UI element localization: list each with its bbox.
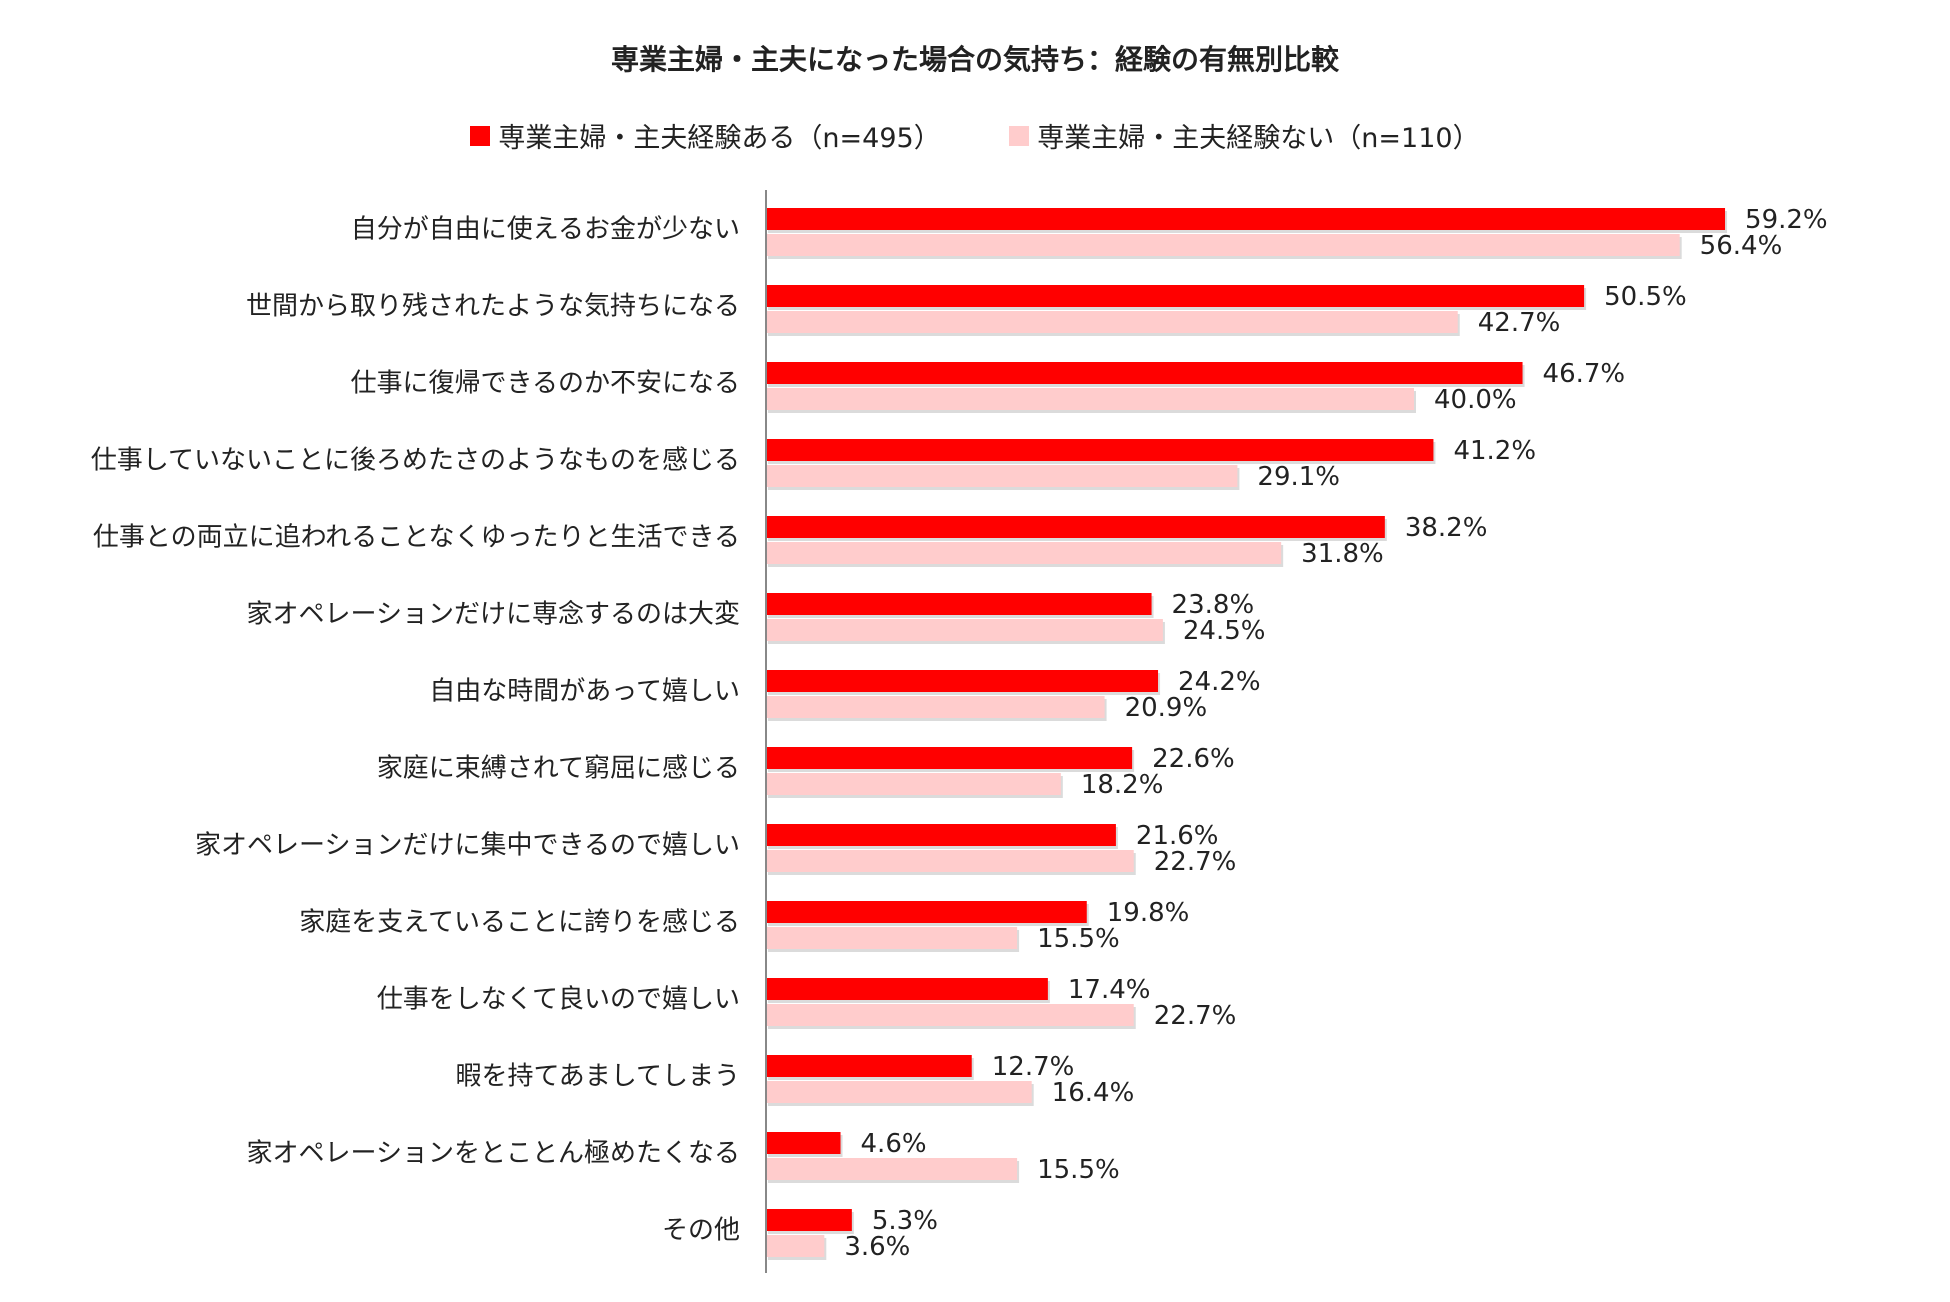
- legend-swatch-not-experienced: [1009, 125, 1030, 146]
- data-label: 24.5%: [1183, 616, 1266, 646]
- data-label: 41.2%: [1453, 436, 1536, 466]
- bar-experienced: [766, 824, 1116, 846]
- data-label: 15.5%: [1037, 924, 1120, 954]
- bar-experienced: [766, 516, 1385, 538]
- data-label: 59.2%: [1745, 205, 1828, 235]
- bar-experienced: [766, 901, 1087, 923]
- bar-experienced: [766, 208, 1726, 230]
- bar-not-experienced: [766, 465, 1238, 487]
- data-label: 42.7%: [1478, 308, 1561, 338]
- data-label: 46.7%: [1543, 359, 1626, 389]
- data-label: 15.5%: [1037, 1155, 1120, 1185]
- bar-experienced: [766, 285, 1585, 307]
- data-label: 56.4%: [1700, 231, 1783, 261]
- data-label: 18.2%: [1081, 770, 1164, 800]
- legend-item-not-experienced: 専業主婦・主夫経験ない（n=110）: [1009, 116, 1480, 155]
- bar-not-experienced: [766, 1004, 1134, 1026]
- legend-label-not-experienced: 専業主婦・主夫経験ない（n=110）: [1037, 123, 1480, 154]
- data-label: 16.4%: [1052, 1078, 1135, 1108]
- category-label: 家オペレーションをとことん極めたくなる: [247, 1139, 740, 1169]
- category-label: 家オペレーションだけに集中できるので嬉しい: [195, 831, 740, 861]
- data-label: 22.7%: [1154, 1001, 1237, 1031]
- legend-swatch-experienced: [470, 125, 491, 146]
- bar-not-experienced: [766, 619, 1163, 641]
- bar-experienced: [766, 439, 1434, 461]
- chart-title: 専業主婦・主夫になった場合の気持ち：経験の有無別比較: [610, 43, 1339, 76]
- bar-not-experienced: [766, 696, 1105, 718]
- category-label: 世間から取り残されたような気持ちになる: [246, 292, 740, 322]
- bar-experienced: [766, 747, 1133, 769]
- legend-label-experienced: 専業主婦・主夫経験ある（n=495）: [498, 123, 941, 154]
- data-label: 31.8%: [1301, 539, 1384, 569]
- data-label: 3.6%: [844, 1232, 910, 1262]
- bar-experienced: [766, 978, 1048, 1000]
- category-label: 仕事をしなくて良いので嬉しい: [377, 985, 740, 1015]
- category-label: 家庭を支えていることに誇りを感じる: [299, 908, 740, 938]
- data-label: 22.7%: [1154, 847, 1237, 877]
- data-label: 12.7%: [992, 1052, 1075, 1082]
- bar-experienced: [766, 1209, 852, 1231]
- bar-not-experienced: [766, 311, 1458, 333]
- category-label: 家オペレーションだけに専念するのは大変: [247, 600, 740, 630]
- bar-not-experienced: [766, 234, 1680, 256]
- data-label: 23.8%: [1172, 590, 1255, 620]
- bar-not-experienced: [766, 773, 1061, 795]
- bar-experienced: [766, 670, 1159, 692]
- bar-not-experienced: [766, 927, 1018, 949]
- bar-experienced: [766, 1055, 972, 1077]
- data-label: 5.3%: [872, 1206, 938, 1236]
- data-label: 24.2%: [1178, 667, 1261, 697]
- data-label: 21.6%: [1136, 821, 1219, 851]
- category-label: 仕事していないことに後ろめたさのようなものを感じる: [91, 446, 740, 476]
- bar-not-experienced: [766, 850, 1134, 872]
- chart-legend: 専業主婦・主夫経験ある（n=495） 専業主婦・主夫経験ない（n=110）: [0, 116, 1950, 155]
- data-label: 20.9%: [1125, 693, 1208, 723]
- bar-experienced: [766, 1132, 841, 1154]
- data-label: 22.6%: [1152, 744, 1235, 774]
- bar-not-experienced: [766, 542, 1282, 564]
- data-label: 38.2%: [1405, 513, 1488, 543]
- category-label: 暇を持てあましてしまう: [456, 1062, 740, 1092]
- bar-experienced: [766, 362, 1523, 384]
- category-label: 仕事に復帰できるのか不安になる: [351, 369, 740, 399]
- data-label: 4.6%: [861, 1129, 927, 1159]
- data-label: 50.5%: [1604, 282, 1687, 312]
- category-label: 自分が自由に使えるお金が少ない: [351, 215, 740, 245]
- data-label: 19.8%: [1107, 898, 1190, 928]
- category-label: 仕事との両立に追われることなくゆったりと生活できる: [93, 523, 740, 553]
- bar-experienced: [766, 593, 1152, 615]
- category-label: 家庭に束縛されて窮屈に感じる: [377, 754, 740, 784]
- category-label: 自由な時間があって嬉しい: [429, 677, 740, 707]
- bar-not-experienced: [766, 388, 1414, 410]
- legend-item-experienced: 専業主婦・主夫経験ある（n=495）: [470, 116, 941, 155]
- data-label: 40.0%: [1434, 385, 1517, 415]
- bar-not-experienced: [766, 1235, 825, 1257]
- category-label: その他: [662, 1216, 740, 1246]
- bar-not-experienced: [766, 1158, 1018, 1180]
- data-label: 29.1%: [1257, 462, 1340, 492]
- bar-not-experienced: [766, 1081, 1032, 1103]
- data-label: 17.4%: [1068, 975, 1151, 1005]
